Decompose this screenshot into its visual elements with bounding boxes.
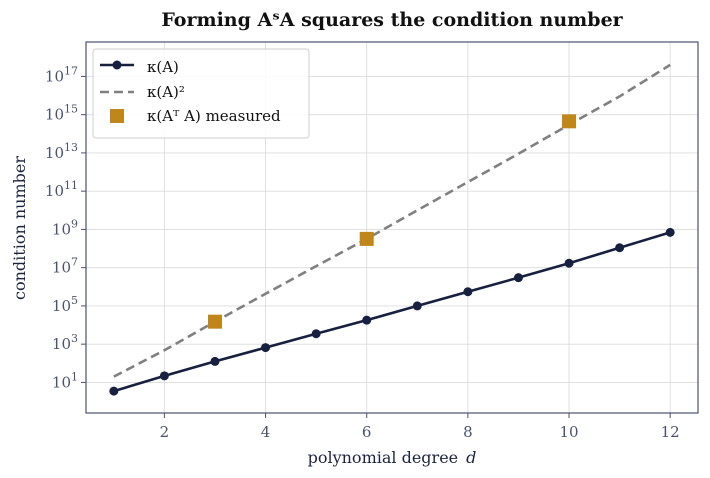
- series-kappa-squared-line: [113, 63, 671, 378]
- series-kappa-point: [261, 343, 271, 353]
- y-ticks: 101 103 105 107 109 1011 1013 1015 1017: [45, 64, 86, 391]
- series-kappa-point: [564, 258, 574, 268]
- y-axis-label: condition number: [10, 156, 29, 300]
- legend-kappa-point-swatch: [112, 60, 122, 70]
- series-kappa-point: [311, 329, 321, 339]
- y-tick-label: 101: [52, 370, 78, 391]
- series-kappa-point: [210, 356, 220, 366]
- series-kappa-point: [615, 243, 625, 253]
- chart-title: Forming AˢA squares the condition number: [161, 9, 623, 31]
- legend-label: κ(A): [147, 58, 179, 76]
- x-tick-label: 8: [463, 423, 473, 441]
- series-measured-point: [562, 114, 577, 129]
- x-tick-label: 10: [559, 423, 578, 441]
- series-kappa-point: [665, 227, 675, 237]
- y-tick-label: 109: [52, 217, 78, 238]
- series-kappa-point: [109, 386, 119, 396]
- legend-label: κ(A)²: [147, 83, 185, 101]
- x-tick-label: 4: [261, 423, 271, 441]
- legend: κ(A) κ(A)² κ(Aᵀ A) measured: [92, 48, 310, 139]
- y-tick-label: 105: [52, 294, 78, 315]
- y-tick-label: 1015: [45, 103, 78, 124]
- y-tick-label: 107: [52, 256, 78, 277]
- series-measured-point: [207, 314, 222, 329]
- legend-box: [92, 48, 310, 139]
- y-tick-label: 103: [52, 332, 78, 353]
- x-tick-label: 6: [362, 423, 372, 441]
- series-kappa-line: [113, 231, 671, 393]
- x-ticks: 2 4 6 8 10 12: [160, 413, 680, 441]
- legend-measured-swatch: [110, 109, 124, 123]
- x-axis-label: polynomial degree d: [308, 448, 477, 467]
- y-tick-label: 1011: [45, 179, 78, 200]
- x-tick-label: 2: [160, 423, 170, 441]
- series-kappa-point: [362, 315, 372, 325]
- legend-label: κ(Aᵀ A) measured: [147, 107, 281, 125]
- series-layer: [109, 63, 675, 396]
- y-tick-label: 1017: [45, 64, 78, 85]
- series-kappa-point: [412, 301, 422, 311]
- x-tick-label: 12: [661, 423, 680, 441]
- grid: [86, 42, 698, 413]
- series-kappa-point: [513, 273, 523, 283]
- series-kappa-point: [159, 371, 169, 381]
- series-measured-point: [359, 231, 374, 246]
- plot-frame: [85, 41, 699, 414]
- series-kappa-point: [463, 287, 473, 297]
- y-tick-label: 1013: [45, 141, 78, 162]
